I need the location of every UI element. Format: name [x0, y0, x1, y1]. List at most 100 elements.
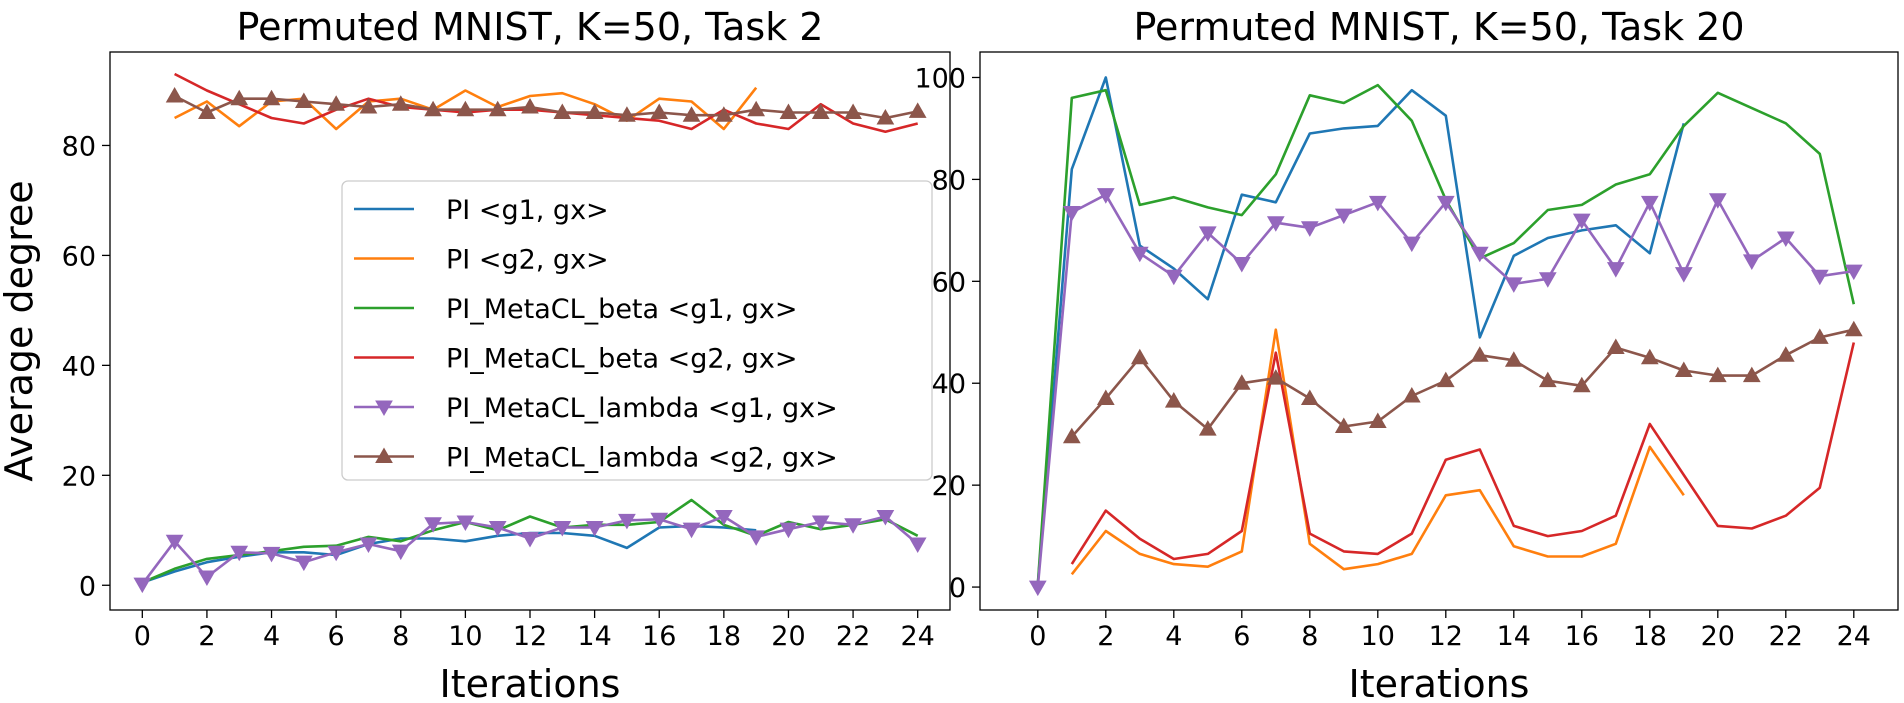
data-point-pi-metacl-lambda-g2-gx	[1300, 389, 1319, 406]
y-tick-label: 80	[62, 131, 96, 162]
data-point-pi-metacl-lambda-g2-gx	[1062, 427, 1081, 444]
data-point-pi-metacl-lambda-g2-gx	[876, 108, 895, 125]
series-line-pi-g1-gx	[1036, 76, 1686, 585]
x-tick-label: 16	[1565, 621, 1599, 652]
y-axis-label: Average degree	[0, 180, 41, 481]
data-point-pi-metacl-lambda-g1-gx	[1844, 264, 1863, 281]
data-point-pi-metacl-lambda-g1-gx	[1028, 580, 1047, 597]
data-point-pi-metacl-lambda-g2-gx	[359, 97, 378, 114]
data-point-pi-metacl-lambda-g1-gx	[908, 537, 927, 554]
series-line-pi-metacl-lambda-g2-gx	[174, 94, 918, 120]
data-point-pi-metacl-lambda-g1-gx	[424, 517, 442, 533]
x-tick-label: 16	[642, 621, 676, 652]
chart-title: Permuted MNIST, K=50, Task 2	[237, 5, 824, 49]
x-tick-label: 10	[448, 621, 482, 652]
data-point-pi-metacl-lambda-g1-gx	[1674, 267, 1693, 283]
data-point-pi-metacl-lambda-g2-gx	[1674, 361, 1693, 377]
data-point-pi-metacl-lambda-g1-gx	[682, 522, 701, 539]
data-point-pi-metacl-lambda-g2-gx	[391, 95, 410, 111]
data-point-pi-metacl-lambda-g2-gx	[714, 106, 733, 122]
x-axis-label: Iterations	[1349, 662, 1530, 703]
data-point-pi-metacl-lambda-g1-gx	[391, 544, 410, 561]
right-chart-panel: Permuted MNIST, K=50, Task 200 2 4 6 8 10 12 14…	[914, 5, 1899, 703]
data-point-pi-metacl-lambda-g2-gx	[650, 103, 669, 119]
x-tick-label: 2	[198, 621, 215, 652]
data-point-pi-metacl-lambda-g1-gx	[488, 521, 507, 537]
series-line-pi-metacl-lambda-g1-gx	[141, 515, 919, 585]
data-point-pi-metacl-lambda-g2-gx	[198, 103, 216, 119]
data-point-pi-metacl-lambda-g2-gx	[618, 106, 636, 122]
data-point-pi-metacl-lambda-g2-gx	[1266, 369, 1285, 385]
y-tick-label: 20	[62, 461, 96, 492]
data-point-pi-metacl-lambda-g1-gx	[294, 555, 313, 572]
x-tick-label: 14	[577, 621, 611, 652]
data-point-pi-metacl-lambda-g1-gx	[1402, 236, 1421, 253]
legend-marker-pi-metacl-lambda-g1-gx	[375, 400, 393, 417]
series-line-pi-metacl-beta-g2-gx	[1070, 342, 1856, 565]
data-point-pi-metacl-lambda-g2-gx	[165, 86, 184, 103]
x-tick-label: 0	[134, 621, 151, 652]
x-tick-label: 12	[1429, 621, 1463, 652]
data-point-pi-metacl-lambda-g1-gx	[1062, 206, 1081, 222]
data-point-pi-metacl-lambda-g2-gx	[844, 103, 862, 119]
data-point-pi-metacl-lambda-g2-gx	[682, 106, 701, 122]
data-point-pi-metacl-lambda-g2-gx	[1742, 366, 1761, 383]
x-tick-label: 12	[513, 621, 547, 652]
x-tick-label: 8	[1301, 621, 1318, 652]
chart-title: Permuted MNIST, K=50, Task 20	[1133, 5, 1744, 49]
legend-label: PI_MetaCL_beta <g1, gx>	[446, 294, 798, 325]
data-point-pi-metacl-lambda-g1-gx	[1368, 195, 1387, 212]
legend-label: PI <g2, gx>	[446, 245, 609, 276]
data-point-pi-metacl-lambda-g1-gx	[1708, 193, 1727, 209]
data-point-pi-metacl-lambda-g2-gx	[1470, 346, 1489, 362]
data-point-pi-metacl-lambda-g1-gx	[1334, 208, 1353, 225]
legend-label: PI_MetaCL_lambda <g1, gx>	[446, 393, 838, 424]
data-point-pi-metacl-lambda-g2-gx	[1130, 348, 1149, 365]
data-point-pi-metacl-lambda-g2-gx	[747, 100, 766, 117]
data-point-pi-metacl-lambda-g1-gx	[553, 521, 572, 537]
data-point-pi-metacl-lambda-g2-gx	[456, 100, 475, 117]
y-tick-label: 100	[914, 63, 966, 94]
legend-label: PI_MetaCL_lambda <g2, gx>	[446, 443, 838, 474]
data-point-pi-metacl-lambda-g1-gx	[262, 546, 281, 563]
data-point-pi-metacl-lambda-g1-gx	[327, 545, 346, 562]
data-point-pi-metacl-lambda-g2-gx	[1640, 348, 1659, 365]
series-line-pi-metacl-beta-g1-gx	[1036, 83, 1856, 585]
data-point-pi-metacl-lambda-g1-gx	[1266, 216, 1285, 232]
legend: PI <g1, gx> PI <g2, gx> PI_MetaCL_beta <g1…	[341, 180, 933, 481]
data-point-pi-metacl-lambda-g2-gx	[1708, 366, 1727, 383]
data-point-pi-metacl-lambda-g1-gx	[1436, 195, 1455, 212]
data-point-pi-metacl-lambda-g2-gx	[1402, 386, 1421, 403]
data-point-pi-metacl-lambda-g2-gx	[521, 97, 539, 114]
data-point-pi-metacl-lambda-g2-gx	[1436, 371, 1455, 388]
series-line-pi-g1-gx	[141, 524, 757, 584]
data-point-pi-metacl-lambda-g2-gx	[811, 103, 830, 119]
data-point-pi-metacl-lambda-g1-gx	[1130, 246, 1149, 263]
x-tick-label: 6	[328, 621, 345, 652]
data-point-pi-metacl-lambda-g1-gx	[230, 545, 249, 562]
data-point-pi-metacl-lambda-g1-gx	[1470, 246, 1489, 263]
x-tick-label: 14	[1497, 621, 1531, 652]
data-point-pi-metacl-lambda-g2-gx	[424, 100, 442, 117]
data-point-pi-metacl-lambda-g1-gx	[1640, 195, 1659, 212]
left-chart-panel: Permuted MNIST, K=50, Task 20 2 4 6 8 10 12 14 1…	[0, 5, 951, 703]
data-point-pi-metacl-lambda-g2-gx	[1368, 412, 1387, 428]
data-point-pi-metacl-lambda-g2-gx	[327, 95, 346, 111]
y-tick-label: 20	[932, 471, 966, 502]
x-tick-label: 18	[707, 621, 741, 652]
data-point-pi-metacl-lambda-g1-gx	[456, 515, 475, 532]
data-point-pi-metacl-lambda-g2-gx	[230, 89, 249, 106]
data-point-pi-metacl-lambda-g1-gx	[876, 510, 895, 526]
data-point-pi-metacl-lambda-g2-gx	[908, 102, 927, 118]
data-point-pi-metacl-lambda-g2-gx	[1096, 389, 1115, 406]
x-tick-label: 24	[901, 621, 935, 652]
data-point-pi-metacl-lambda-g1-gx	[1810, 269, 1829, 286]
x-tick-label: 2	[1097, 621, 1114, 652]
data-point-pi-metacl-lambda-g2-gx	[1810, 328, 1829, 344]
data-point-pi-metacl-lambda-g2-gx	[1232, 374, 1251, 390]
data-point-pi-metacl-lambda-g1-gx	[811, 515, 830, 532]
y-tick-label: 40	[932, 369, 966, 400]
data-point-pi-metacl-lambda-g2-gx	[262, 89, 281, 106]
x-tick-label: 6	[1233, 621, 1250, 652]
legend-marker-pi-metacl-lambda-g2-gx	[375, 447, 393, 463]
